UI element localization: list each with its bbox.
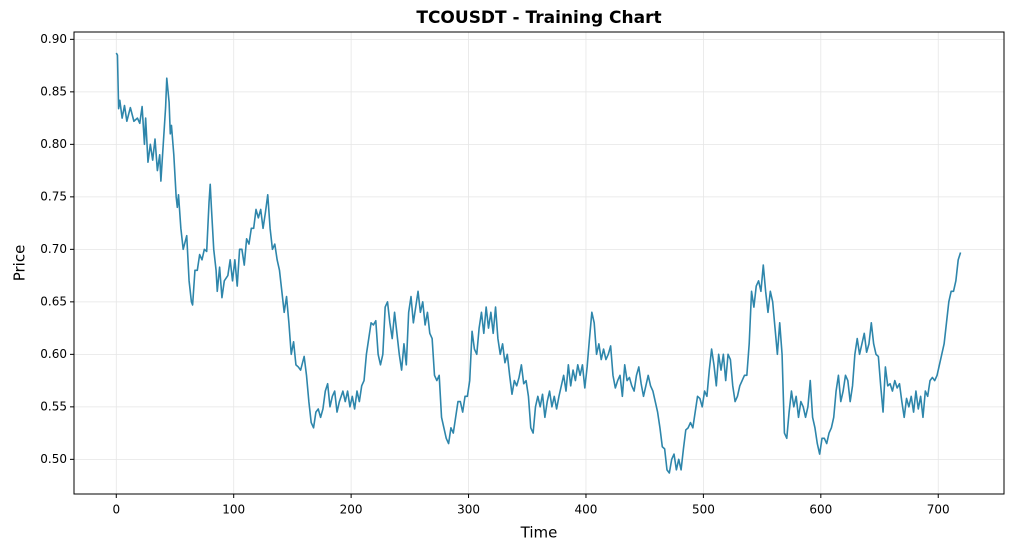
y-tick-label: 0.70 xyxy=(40,242,67,256)
y-tick-label: 0.80 xyxy=(40,137,67,151)
x-tick-label: 300 xyxy=(457,503,480,517)
x-axis-label: Time xyxy=(520,524,558,542)
y-tick-label: 0.75 xyxy=(40,189,67,203)
y-axis-label: Price xyxy=(11,245,29,282)
y-tick-label: 0.85 xyxy=(40,84,67,98)
chart-title: TCOUSDT - Training Chart xyxy=(416,8,661,28)
y-tick-label: 0.65 xyxy=(40,294,67,308)
y-tick-label: 0.60 xyxy=(40,347,67,361)
x-tick-label: 0 xyxy=(112,503,120,517)
plot-frame xyxy=(73,31,1005,495)
x-tick-label: 200 xyxy=(340,503,363,517)
x-tick-label: 400 xyxy=(575,503,598,517)
y-tick-label: 0.90 xyxy=(40,32,67,46)
x-tick-label: 600 xyxy=(809,503,832,517)
x-tick-label: 100 xyxy=(222,503,245,517)
price-line xyxy=(115,52,962,474)
x-tick-label: 500 xyxy=(692,503,715,517)
x-tick-label: 700 xyxy=(927,503,950,517)
y-tick-label: 0.50 xyxy=(40,452,67,466)
y-tick-label: 0.55 xyxy=(40,399,67,413)
